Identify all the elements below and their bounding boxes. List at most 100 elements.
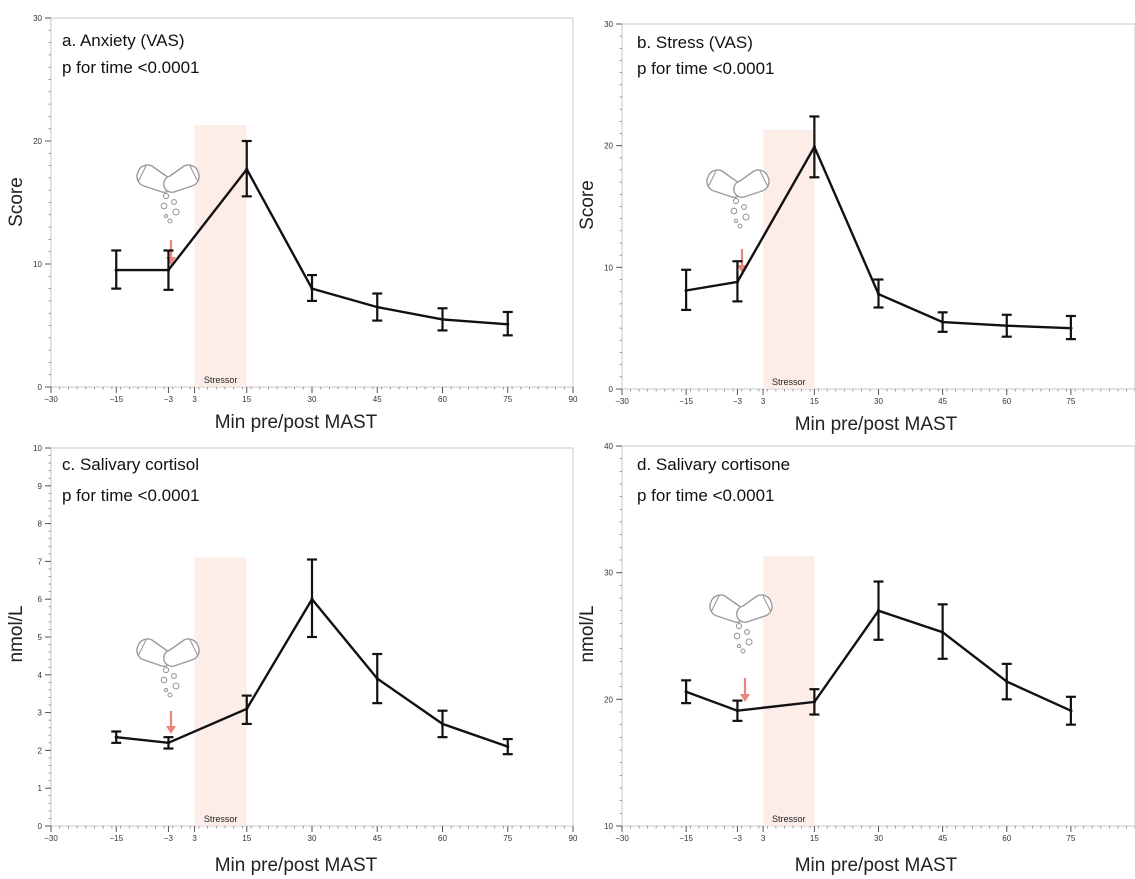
x-tick-label: 60: [438, 395, 447, 404]
data-point: [245, 707, 248, 710]
data-point: [167, 269, 170, 272]
stressor-band: [195, 125, 247, 387]
y-tick-label: 4: [38, 671, 43, 680]
stressor-label: Stressor: [772, 377, 806, 387]
x-tick-label: −3: [164, 395, 174, 404]
x-tick-label: −30: [44, 395, 58, 404]
x-tick-label: 75: [503, 395, 512, 404]
data-point: [441, 722, 444, 725]
data-point: [1005, 324, 1008, 327]
x-tick-label: 3: [761, 397, 766, 406]
data-point: [736, 709, 739, 712]
data-point: [376, 305, 379, 308]
panel-subtitle: p for time <0.0001: [637, 59, 775, 78]
y-tick-label: 1: [38, 784, 43, 793]
data-point: [167, 741, 170, 744]
plot-frame: [622, 24, 1135, 389]
x-tick-label: 30: [308, 834, 317, 843]
y-tick-label: 40: [604, 442, 613, 451]
y-tick-label: 0: [38, 822, 43, 831]
panel-title: d. Salivary cortisone: [637, 455, 790, 474]
y-axis-label: nmol/L: [6, 605, 27, 662]
x-tick-label: −15: [109, 834, 123, 843]
x-tick-label: −15: [679, 397, 693, 406]
y-tick-label: 5: [38, 633, 43, 642]
panel-subtitle: p for time <0.0001: [62, 486, 200, 505]
x-tick-label: 3: [192, 395, 197, 404]
y-tick-label: 30: [604, 569, 613, 578]
data-point: [1005, 680, 1008, 683]
y-tick-label: 8: [38, 520, 43, 529]
stressor-label: Stressor: [772, 814, 806, 824]
x-tick-label: 60: [1002, 834, 1011, 843]
data-point: [1069, 709, 1072, 712]
panel-title: c. Salivary cortisol: [62, 455, 199, 474]
data-point: [506, 323, 509, 326]
y-tick-label: 0: [38, 383, 43, 392]
data-point: [506, 745, 509, 748]
x-tick-label: 60: [438, 834, 447, 843]
x-axis-label: Min pre/post MAST: [795, 855, 958, 876]
x-tick-label: −30: [615, 834, 629, 843]
panel-subtitle: p for time <0.0001: [62, 58, 200, 77]
data-point: [941, 320, 944, 323]
y-tick-label: 6: [38, 595, 43, 604]
y-axis-label: nmol/L: [577, 605, 598, 662]
y-tick-label: 9: [38, 482, 43, 491]
x-tick-label: 30: [874, 397, 883, 406]
x-axis-label: Min pre/post MAST: [795, 414, 958, 435]
data-point: [115, 736, 118, 739]
panel-b: Stressor −30 −15 −3 3 15 30 45 60 75 0 10 20 30 Min pr…: [577, 20, 1135, 435]
stressor-band: [763, 130, 814, 389]
data-point: [310, 287, 313, 290]
y-tick-label: 30: [604, 20, 613, 29]
x-tick-label: 3: [761, 834, 766, 843]
stressor-label: Stressor: [204, 814, 238, 824]
stressor-label: Stressor: [204, 375, 238, 385]
y-axis-label: Score: [6, 177, 27, 227]
x-tick-label: −30: [44, 834, 58, 843]
x-tick-label: 45: [373, 395, 382, 404]
x-tick-label: 30: [874, 834, 883, 843]
x-tick-label: 15: [810, 397, 819, 406]
y-tick-label: 10: [33, 444, 42, 453]
panel-subtitle: p for time <0.0001: [637, 486, 775, 505]
data-point: [813, 145, 816, 148]
stressor-band: [763, 556, 814, 826]
x-tick-label: 75: [1066, 834, 1075, 843]
y-tick-label: 10: [604, 263, 613, 272]
data-point: [1069, 327, 1072, 330]
x-tick-label: 15: [242, 395, 251, 404]
y-tick-label: 7: [38, 557, 43, 566]
x-axis-label: Min pre/post MAST: [215, 855, 378, 876]
data-point: [685, 690, 688, 693]
y-tick-label: 20: [604, 695, 613, 704]
panel-a: Stressor−30 −15 −3 3 15 30 45 60 75 900102030Min …: [6, 14, 578, 433]
x-tick-label: 3: [192, 834, 197, 843]
y-tick-label: 3: [38, 709, 43, 718]
y-axis-label: Score: [577, 180, 598, 230]
x-tick-label: −3: [733, 397, 743, 406]
stressor-band: [195, 558, 247, 826]
y-tick-label: 20: [33, 137, 42, 146]
data-point: [115, 269, 118, 272]
panel-title: a. Anxiety (VAS): [62, 31, 185, 50]
data-point: [441, 318, 444, 321]
y-tick-label: 10: [33, 260, 42, 269]
data-point: [376, 677, 379, 680]
data-point: [685, 289, 688, 292]
panel-title: b. Stress (VAS): [637, 33, 753, 52]
x-tick-label: 15: [810, 834, 819, 843]
y-tick-label: 10: [604, 822, 613, 831]
x-tick-label: 90: [569, 395, 578, 404]
x-tick-label: −3: [733, 834, 743, 843]
x-tick-label: 45: [373, 834, 382, 843]
data-point: [941, 631, 944, 634]
data-point: [877, 609, 880, 612]
data-point: [736, 280, 739, 283]
data-point: [813, 700, 816, 703]
x-tick-label: −3: [164, 834, 174, 843]
x-tick-label: 45: [938, 834, 947, 843]
y-tick-label: 20: [604, 142, 613, 151]
